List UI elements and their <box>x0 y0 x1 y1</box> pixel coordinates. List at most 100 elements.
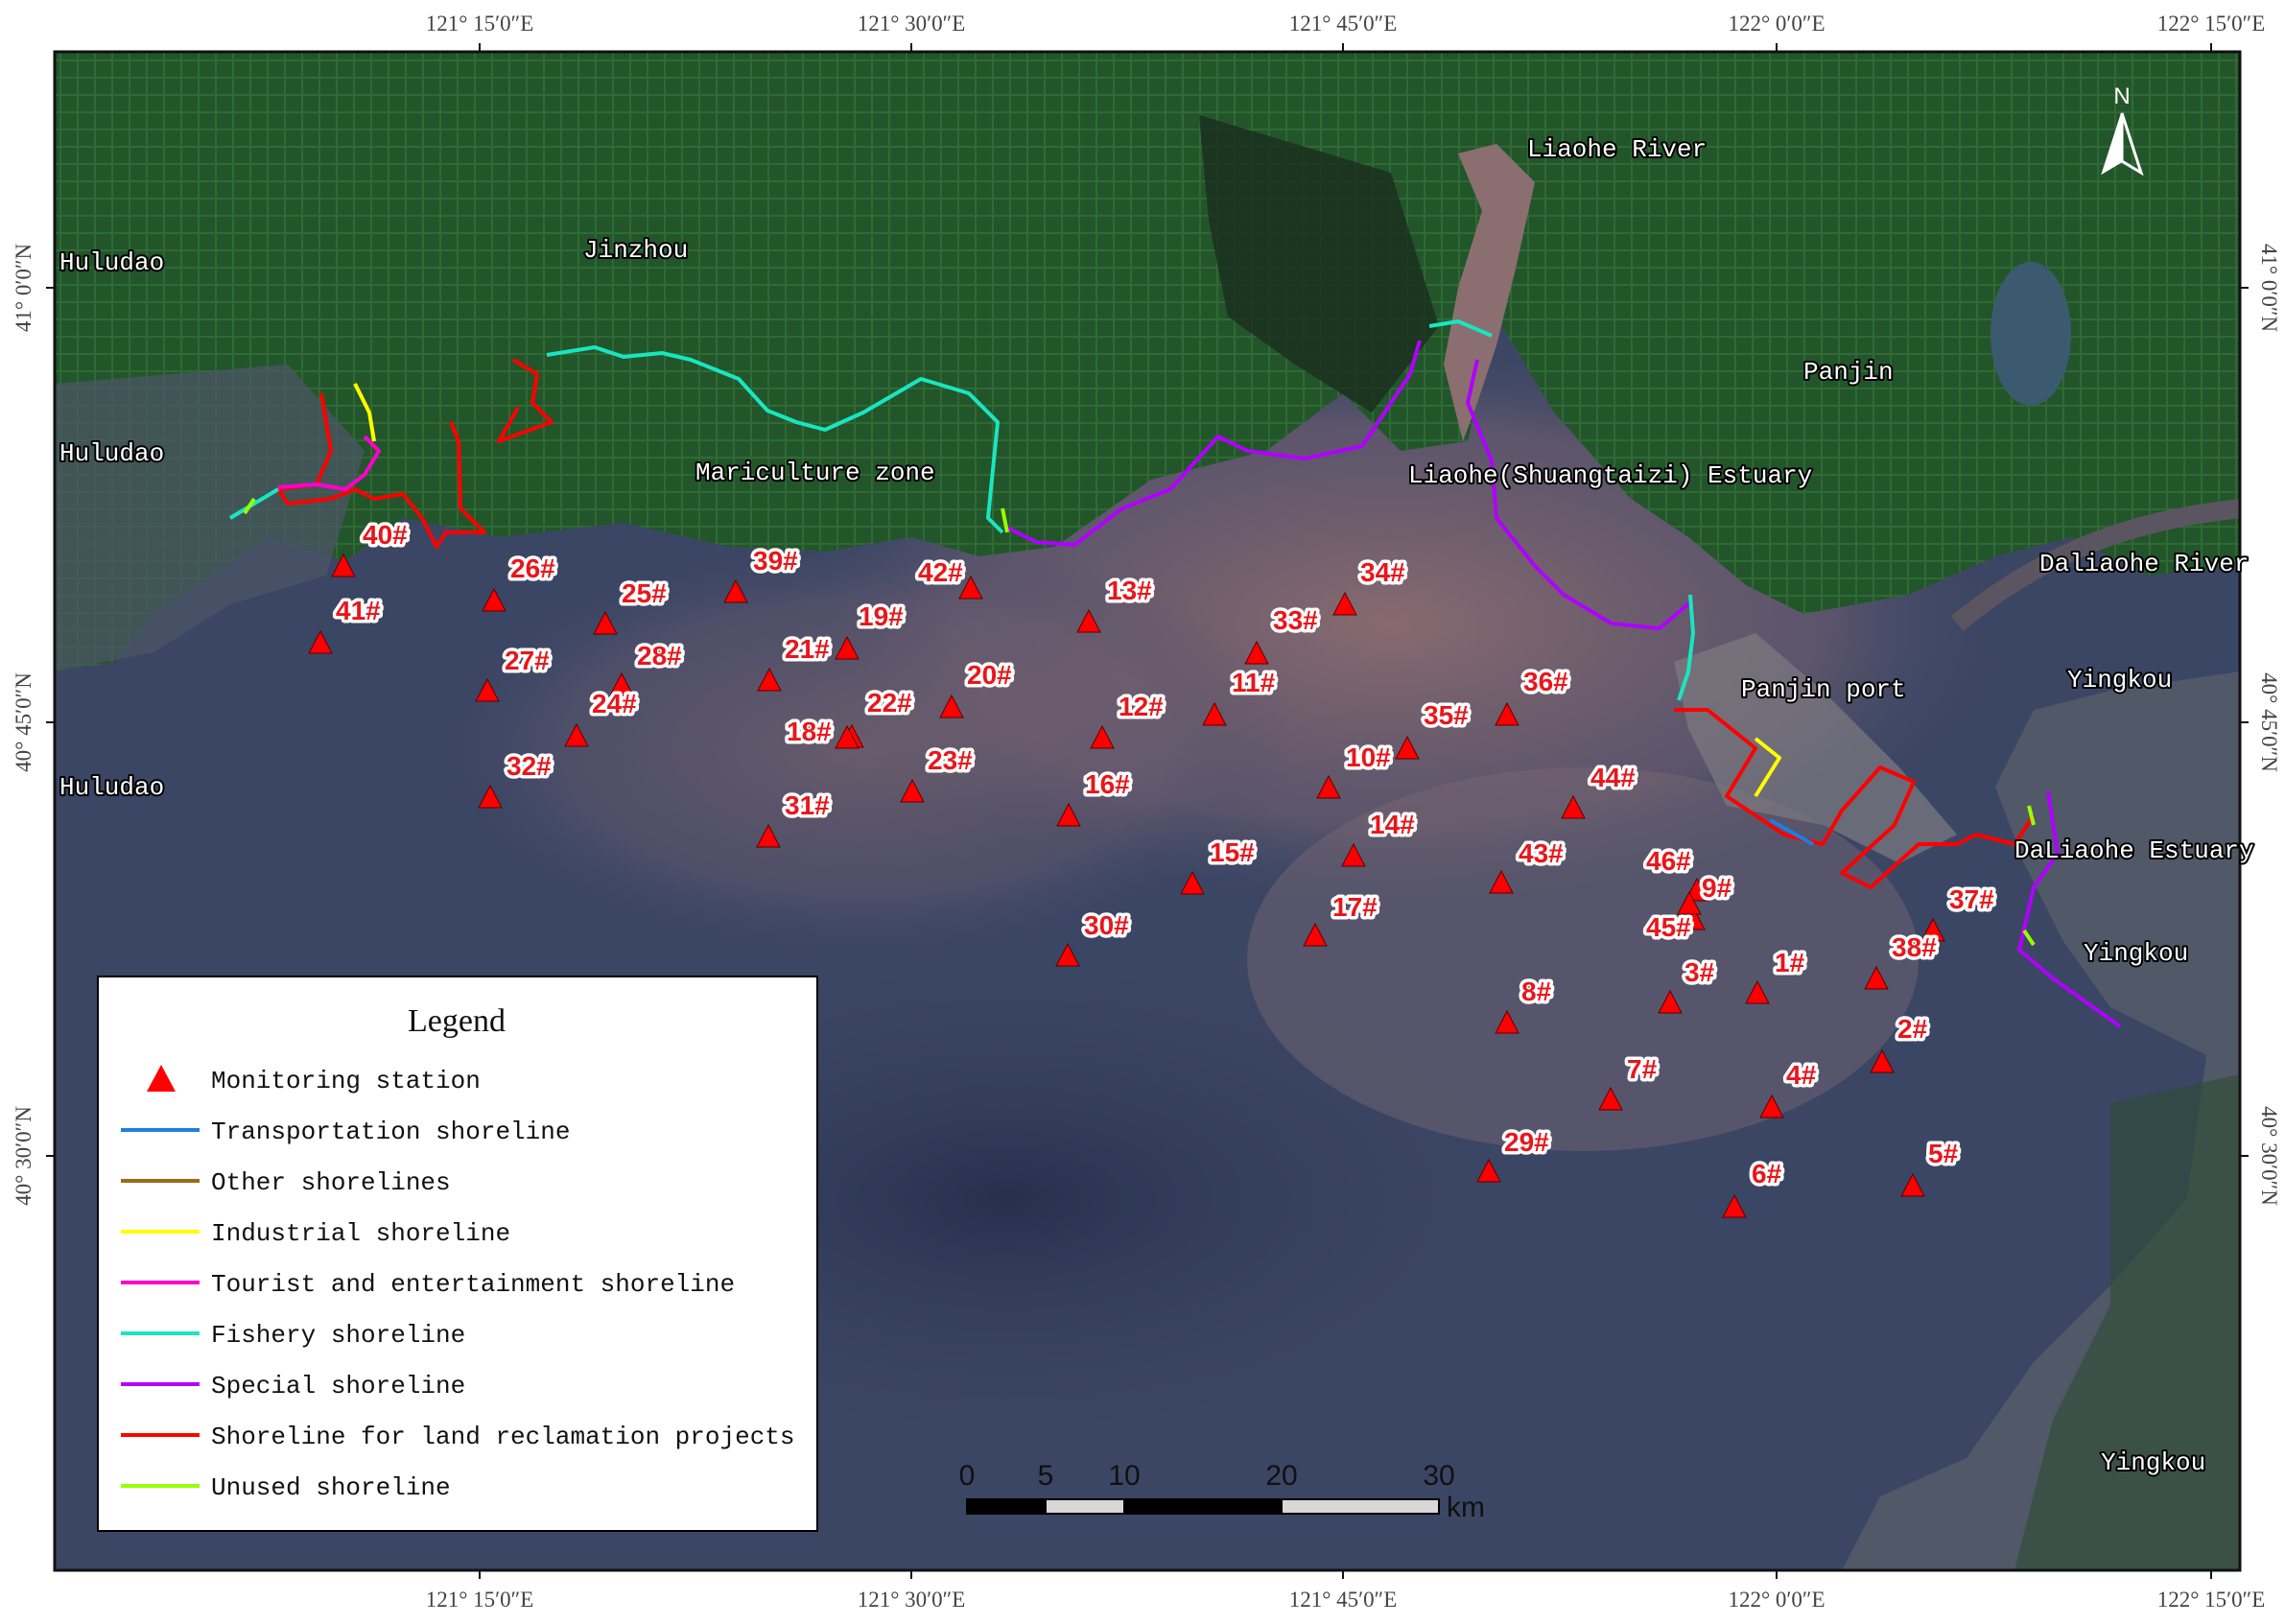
station-8-marker <box>1495 1009 1519 1034</box>
station-label: 14# <box>1370 810 1415 839</box>
place-label-huludao: Huludao <box>59 439 164 468</box>
station-label: 1# <box>1775 948 1805 977</box>
station-44-marker <box>1561 794 1586 819</box>
station-label: 13# <box>1107 576 1152 605</box>
reclamation-shoreline <box>1975 813 2036 846</box>
fishery-shoreline <box>1677 594 1695 701</box>
coordinate-ticks <box>46 43 2249 1579</box>
station-label: 16# <box>1085 769 1130 799</box>
unused-shoreline <box>243 497 256 515</box>
top-coordinates: 121° 15′0″E 121° 30′0″E 121° 45′0″E 122°… <box>426 12 2266 35</box>
station-label: 15# <box>1210 837 1255 867</box>
station-12-marker <box>1090 724 1115 749</box>
station-4-marker <box>1759 1094 1784 1118</box>
place-labels: Huludao Huludao Huludao Jinzhou Liaohe R… <box>58 133 2256 1479</box>
north-label: N <box>2113 83 2130 109</box>
place-label-liaohe-river: Liaohe River <box>1527 135 1707 164</box>
station-label: 11# <box>1232 668 1276 697</box>
station-label: 41# <box>336 596 381 625</box>
map-frame <box>53 50 2242 1572</box>
station-label: 31# <box>785 790 830 820</box>
station-label: 45# <box>1646 912 1691 942</box>
station-label: 37# <box>1949 884 1994 914</box>
station-45-marker <box>1681 906 1706 930</box>
station-label: 6# <box>1752 1159 1782 1189</box>
legend-item-label: Special shoreline <box>211 1372 465 1400</box>
station-label: 25# <box>622 578 667 608</box>
reclamation-shoreline <box>1674 708 1977 889</box>
station-label: 44# <box>1590 763 1636 792</box>
station-42-marker <box>958 575 983 600</box>
legend-item-label: Shoreline for land reclamation projects <box>211 1423 795 1451</box>
place-label-yingkou: Yingkou <box>2101 1448 2205 1477</box>
station-16-marker <box>1056 802 1081 827</box>
coord-label: 40° 45′0″N <box>2257 672 2281 772</box>
station-label: 46# <box>1646 846 1691 876</box>
station-20-marker <box>939 694 964 718</box>
north-arrow-icon: N <box>2101 83 2144 177</box>
coord-label: 121° 45′0″E <box>1289 1588 1398 1612</box>
station-25-marker <box>593 610 618 635</box>
station-35-marker <box>1395 735 1420 760</box>
coord-label: 122° 0′0″E <box>1728 1588 1825 1612</box>
coord-label: 40° 30′0″N <box>12 1106 35 1206</box>
coord-label: 40° 30′0″N <box>2257 1106 2281 1206</box>
coord-label: 122° 15′0″E <box>2157 1588 2266 1612</box>
legend-box <box>97 976 818 1532</box>
station-label: 35# <box>1424 700 1469 730</box>
legend-item-label: Industrial shoreline <box>211 1219 510 1248</box>
station-label: 40# <box>363 520 408 550</box>
station-label: 28# <box>637 641 682 671</box>
satellite-image <box>55 52 2240 1570</box>
station-label: 9# <box>1702 873 1732 903</box>
station-6-marker <box>1722 1193 1747 1218</box>
station-37-marker <box>1920 917 1945 942</box>
coord-label: 122° 15′0″E <box>2157 12 2266 35</box>
place-label-huludao: Huludao <box>59 773 164 802</box>
station-31-marker <box>756 823 781 848</box>
monitoring-stations <box>308 553 1945 1218</box>
station-label: 39# <box>753 546 798 576</box>
special-shoreline <box>1006 340 1422 547</box>
station-labels: 1# 2# 3# 4# 5# 6# 7# 8# 9# 10# 11# 12# 1… <box>333 517 1998 1192</box>
coord-label: 121° 45′0″E <box>1289 12 1398 35</box>
station-label: 24# <box>592 689 637 718</box>
station-23-marker <box>900 778 925 803</box>
place-label-panjin-port: Panjin port <box>1741 675 1906 704</box>
tourist-shoreline <box>277 435 381 491</box>
station-39-marker <box>723 578 748 603</box>
scale-tick-label: 10 <box>1108 1460 1140 1492</box>
place-label-daliaohe-estuary: DaLiaohe Estuary <box>2014 836 2254 865</box>
coord-label: 40° 45′0″N <box>12 672 35 772</box>
station-label: 34# <box>1360 557 1405 587</box>
coord-label: 121° 15′0″E <box>426 12 534 35</box>
station-label: 27# <box>505 646 550 675</box>
station-2-marker <box>1870 1048 1895 1073</box>
station-label: 10# <box>1346 742 1391 772</box>
coord-label: 41° 0′0″N <box>2257 244 2281 333</box>
fishery-shoreline <box>546 345 1004 534</box>
station-5-marker <box>1900 1172 1925 1197</box>
station-label: 30# <box>1084 910 1129 940</box>
station-label: 22# <box>867 688 912 718</box>
right-coordinates: 41° 0′0″N 40° 45′0″N 40° 30′0″N <box>2257 244 2281 1206</box>
station-label: 21# <box>785 634 830 664</box>
coord-label: 121° 30′0″E <box>858 1588 966 1612</box>
coord-label: 122° 0′0″E <box>1728 12 1825 35</box>
station-label: 32# <box>506 751 552 781</box>
coord-label: 121° 30′0″E <box>858 12 966 35</box>
place-label-yingkou: Yingkou <box>2067 666 2172 694</box>
legend: Legend Monitoring station Transportation… <box>97 976 818 1532</box>
station-34-marker <box>1332 591 1357 616</box>
station-17-marker <box>1303 922 1328 947</box>
legend-item-label: Transportation shoreline <box>211 1118 570 1146</box>
station-33-marker <box>1244 640 1269 665</box>
station-11-marker <box>1202 701 1227 726</box>
station-15-marker <box>1180 870 1205 895</box>
station-36-marker <box>1495 701 1519 726</box>
unused-shoreline <box>2022 929 2036 947</box>
station-7-marker <box>1598 1086 1623 1111</box>
station-43-marker <box>1489 869 1514 894</box>
unused-shoreline <box>1001 507 1009 533</box>
place-label-mariculture-zone: Mariculture zone <box>695 459 935 487</box>
